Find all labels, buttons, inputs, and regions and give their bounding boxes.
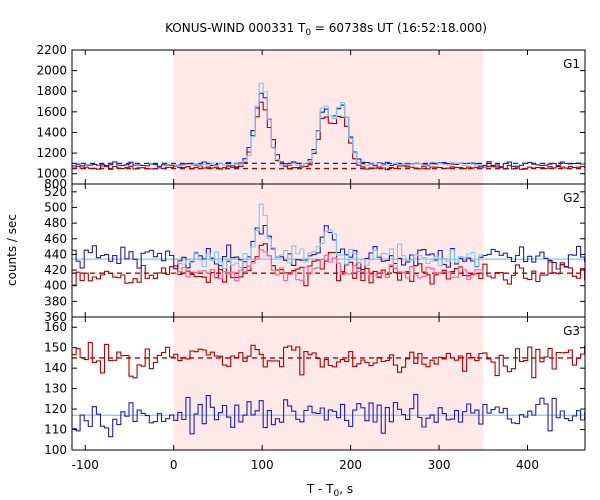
y-tick-label: 1000 (36, 167, 67, 181)
panel-frame (71, 316, 586, 451)
x-axis-label: T - T0, s (306, 482, 353, 499)
y-tick-label: 2200 (36, 43, 67, 57)
y-tick-label: 460 (44, 232, 67, 246)
y-tick-label: 160 (44, 320, 67, 334)
y-tick-label: 480 (44, 216, 67, 230)
x-tick-label: -100 (72, 458, 99, 472)
shaded-interval (173, 184, 484, 317)
panel-g3: 100 110 120 130 140 150 160 G3 (44, 316, 586, 457)
x-tick-label: 0 (170, 458, 178, 472)
series-dark-red-curve (72, 101, 585, 171)
series-dark-red-curve (72, 243, 585, 287)
y-tick-label: 1400 (36, 125, 67, 139)
y-tick-label: 360 (44, 310, 67, 324)
panel-label: G2 (563, 191, 580, 205)
panel-label: G1 (563, 57, 580, 71)
series-light-blue-curve (173, 203, 484, 269)
y-tick-label: 520 (44, 185, 67, 199)
y-tick-label-bottom: 800 (44, 177, 67, 191)
series-pink-curve (173, 249, 484, 282)
y-tick-label: 110 (44, 423, 67, 437)
y-tick-label: 140 (44, 361, 67, 375)
y-tick-label: 1600 (36, 105, 67, 119)
x-tick-label: 100 (251, 458, 274, 472)
series-light-blue-curve (173, 82, 484, 167)
shaded-interval (173, 317, 484, 450)
y-tick-label: 1800 (36, 84, 67, 98)
y-tick-label: 2000 (36, 64, 67, 78)
panel-g1: 1000 1200 1400 1600 1800 2000 2200 800 G1 (36, 43, 586, 191)
series-group (72, 342, 585, 438)
series-group (72, 203, 585, 287)
panels-layer: 1000120014001600180020002200800G13603804… (36, 43, 586, 472)
series-dark-blue-curve (72, 393, 585, 438)
chart-title: KONUS-WIND 000331 T0 = 60738s UT (16:52:… (165, 21, 487, 38)
series-group (72, 82, 585, 171)
y-tick-label: 130 (44, 382, 67, 396)
y-tick-label: 120 (44, 402, 67, 416)
x-tick-label: 200 (339, 458, 362, 472)
panel-label: G3 (563, 324, 580, 338)
y-tick-label: 420 (44, 263, 67, 277)
x-tick-label: 400 (516, 458, 539, 472)
y-tick-label: 100 (44, 443, 67, 457)
x-tick-label: 300 (428, 458, 451, 472)
series-dark-red-curve (72, 342, 585, 379)
y-axis-label: counts / sec (5, 214, 19, 286)
y-tick-label: 500 (44, 200, 67, 214)
y-tick-label: 440 (44, 247, 67, 261)
y-tick-label: 1200 (36, 146, 67, 160)
y-tick-label: 150 (44, 341, 67, 355)
y-tick-label: 380 (44, 294, 67, 308)
y-tick-label: 400 (44, 279, 67, 293)
